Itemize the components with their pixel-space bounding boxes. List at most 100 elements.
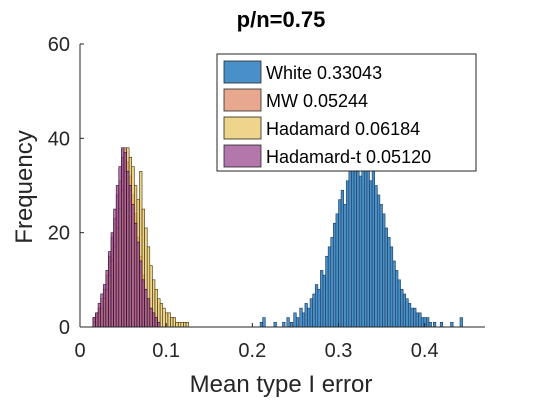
bar-s3-8 [113,208,117,328]
bar-s0-13 [312,293,316,328]
bar-s0-51 [410,307,414,328]
bar-s0-52 [413,307,417,328]
bar-s0-5 [289,321,294,328]
bar-s0-55 [420,317,425,328]
bar-s2-26 [159,303,164,328]
bar-s3-12 [123,152,127,328]
x-tick-label-1: 0.1 [152,340,180,362]
bar-s0-10 [304,303,308,328]
legend: White 0.33043 MW 0.05244 Hadamard 0.06184 H… [216,53,477,172]
y-tick-label-1: 20 [48,223,70,245]
bar-s2-33 [177,321,182,328]
x-tick-label-4: 0.4 [411,340,439,362]
bar-s0-20 [330,237,334,328]
bar-s0-11 [307,307,311,328]
bar-s3-13 [126,171,130,328]
bar-s0-24 [340,189,344,328]
bar-s3-15 [131,204,135,328]
bar-s2-31 [172,317,176,328]
bar-s3-23 [152,312,156,328]
bar-s3-16 [133,222,138,328]
bar-s0-47 [400,288,404,328]
legend-swatch-1 [223,88,262,112]
bar-s0-58 [428,321,432,328]
y-tick-label-3: 60 [48,34,70,56]
bar-s0-33 [364,147,368,328]
bar-s0-2 [273,321,277,328]
bar-s2-34 [180,321,184,328]
bar-s3-14 [128,185,133,328]
bar-s3-5 [105,270,109,328]
bar-s3-20 [144,288,148,328]
bar-s3-18 [139,260,143,328]
bar-s0-31 [358,175,363,328]
bar-s3-24 [154,317,158,328]
bar-s3-1 [95,312,99,328]
x-tick-label-2: 0.2 [238,340,266,362]
bar-s3-4 [102,284,107,328]
bar-s0-42 [387,237,391,328]
bar-s2-36 [185,321,189,328]
bar-s0-23 [338,199,342,328]
bar-s0-50 [408,303,412,328]
bar-s3-3 [100,293,104,328]
axes: 0 0.1 0.2 0.3 0.4 0 20 40 60 [48,34,485,362]
bar-s3-11 [121,147,125,328]
bar-s2-35 [183,321,187,328]
bar-s2-32 [175,321,179,328]
bar-s0-54 [418,312,422,328]
bar-s0-37 [374,185,378,328]
series-0 [259,147,463,328]
bar-s3-2 [97,303,101,328]
bar-s3-22 [149,307,153,328]
legend-label-1: MW 0.05244 [266,91,368,111]
bar-s3-17 [136,241,140,328]
bar-s3-19 [141,279,145,328]
bar-s0-9 [302,312,306,328]
y-tick-label-2: 40 [48,128,70,150]
bar-s0-53 [415,312,419,328]
bar-s0-36 [371,166,376,328]
bar-s0-12 [309,298,313,328]
bar-s0-4 [286,317,290,328]
bar-s3-7 [110,232,114,328]
bar-s0-6 [293,312,297,328]
bar-s0-62 [459,317,463,328]
bar-s0-35 [369,180,373,328]
bar-s0-45 [395,270,399,328]
legend-swatch-2 [223,116,262,140]
bar-s0-57 [426,317,430,328]
x-tick-label-3: 0.3 [325,340,353,362]
bar-s0-49 [405,298,409,328]
bar-s0-40 [382,213,386,328]
bar-s0-39 [379,204,383,328]
bar-s0-26 [345,180,350,328]
bar-s3-10 [118,166,122,328]
bar-s0-44 [392,260,396,328]
bar-s0-1 [262,317,266,328]
bar-s0-46 [397,279,401,328]
y-tick-label-0: 0 [59,317,70,339]
legend-swatch-0 [223,60,262,84]
bar-s0-61 [450,321,454,328]
bar-s0-29 [353,147,357,328]
bar-s0-7 [295,317,300,328]
bar-s0-38 [376,194,381,328]
bar-s0-30 [356,171,360,328]
bar-s3-0 [92,317,96,328]
legend-label-0: White 0.33043 [266,63,382,83]
bar-s2-30 [170,317,174,328]
bar-s0-48 [402,293,407,328]
x-axis-label: Mean type I error [190,371,373,398]
bar-s0-25 [343,204,347,328]
bar-s0-60 [439,321,444,328]
y-axis-label: Frequency [11,130,38,243]
plot-area [92,147,463,328]
bar-s0-41 [384,227,388,328]
bar-s3-6 [108,251,112,328]
bar-s0-28 [351,156,355,328]
bar-s2-29 [167,312,171,328]
bar-s0-27 [348,166,352,328]
x-tick-label-0: 0 [74,340,85,362]
